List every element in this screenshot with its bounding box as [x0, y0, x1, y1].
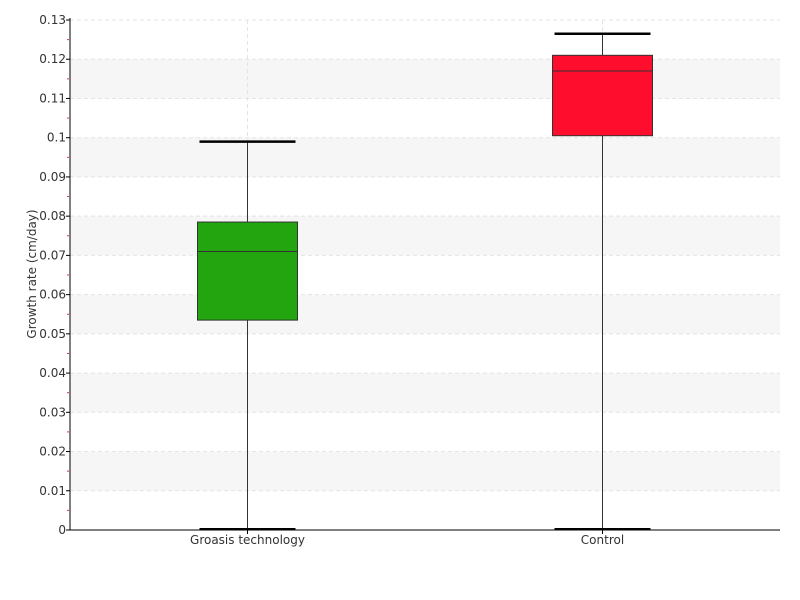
- grid-band: [70, 216, 780, 256]
- x-tick-label: Groasis technology: [190, 533, 305, 547]
- box-1: [197, 140, 298, 531]
- y-tick-label: 0.01: [39, 484, 66, 498]
- grid-band: [70, 294, 780, 334]
- y-tick-label: 0.03: [39, 405, 66, 419]
- y-tick-label: 0.11: [39, 91, 66, 105]
- iqr-box: [552, 54, 653, 137]
- y-tick-label: 0.12: [39, 52, 66, 66]
- y-tick-label: 0.13: [39, 13, 66, 27]
- grid-band: [70, 451, 780, 491]
- y-tick-label: 0.09: [39, 170, 66, 184]
- iqr-box: [197, 221, 298, 321]
- y-tick-label: 0.04: [39, 366, 66, 380]
- y-axis-label: Growth rate (cm/day): [25, 209, 39, 338]
- y-tick-label: 0.07: [39, 248, 66, 262]
- y-tick-label: 0.02: [39, 445, 66, 459]
- y-tick-label: 0.06: [39, 288, 66, 302]
- grid-band: [70, 59, 780, 99]
- y-tick-label: 0.08: [39, 209, 66, 223]
- box-2: [552, 32, 653, 531]
- grid-bands: [70, 59, 780, 491]
- y-tick-label: 0: [58, 523, 66, 537]
- y-tick-label: 0.05: [39, 327, 66, 341]
- grid-band: [70, 137, 780, 177]
- x-axis: Groasis technology Control: [70, 529, 780, 547]
- grid-band: [70, 373, 780, 413]
- y-axis: 0 0.01 0.02 0.03 0.04 0.05 0.06 0.07 0.08 0.09 0.1…: [39, 13, 71, 537]
- x-tick-label: Control: [581, 533, 624, 547]
- y-tick-label: 0.1: [47, 131, 66, 145]
- box-series: [197, 32, 653, 531]
